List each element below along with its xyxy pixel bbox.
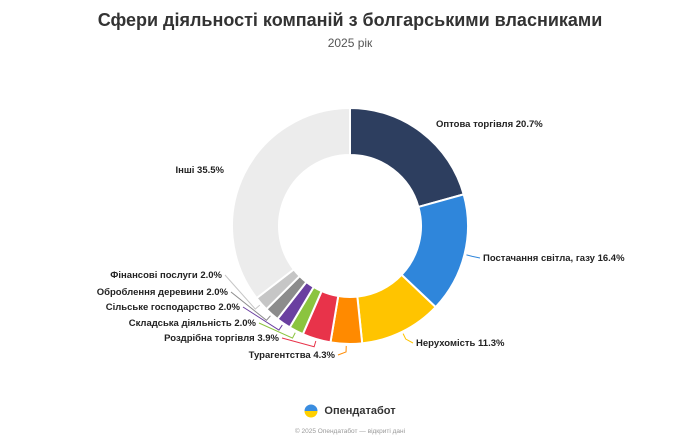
leader-line-2	[402, 333, 414, 344]
leader-line-7	[230, 291, 271, 321]
brand: Опендатабот	[0, 404, 700, 418]
slice-label-4: Роздрібна торгівля 3.9%	[164, 333, 279, 344]
chart-title: Сфери діяльності компаній з болгарськими…	[97, 10, 603, 30]
slice-label-6: Сільське господарство 2.0%	[106, 302, 241, 313]
footer-note: © 2025 Опендатабот — відкриті дані	[294, 428, 406, 435]
slice-label-3: Турагентства 4.3%	[249, 350, 336, 361]
brand-name: Опендатабот	[324, 405, 396, 417]
slice-label-8: Фінансові послуги 2.0%	[110, 270, 222, 281]
slice-labels: Оптова торгівля 20.7% Постачання світла, …	[97, 119, 625, 361]
leader-line-3	[337, 345, 347, 356]
leader-line-4	[281, 337, 317, 348]
leader-line-1	[466, 254, 481, 259]
slice-label-5: Складська діяльність 2.0%	[129, 318, 257, 329]
opendatabot-logo-icon	[304, 404, 318, 418]
donut-slice-9	[231, 106, 351, 300]
leader-line-6	[242, 306, 283, 331]
slice-label-7: Оброблення деревини 2.0%	[97, 287, 229, 298]
slice-label-1: Постачання світла, газу 16.4%	[483, 253, 625, 264]
leader-line-8	[224, 274, 261, 310]
slice-label-0: Оптова торгівля 20.7%	[436, 119, 543, 130]
donut-slices	[231, 106, 469, 345]
slice-label-2: Нерухомість 11.3%	[416, 338, 505, 349]
leader-line-5	[258, 322, 296, 339]
slice-label-9: Інші 35.5%	[175, 165, 224, 176]
leader-lines	[224, 254, 481, 356]
chart-subtitle: 2025 рік	[327, 36, 373, 50]
